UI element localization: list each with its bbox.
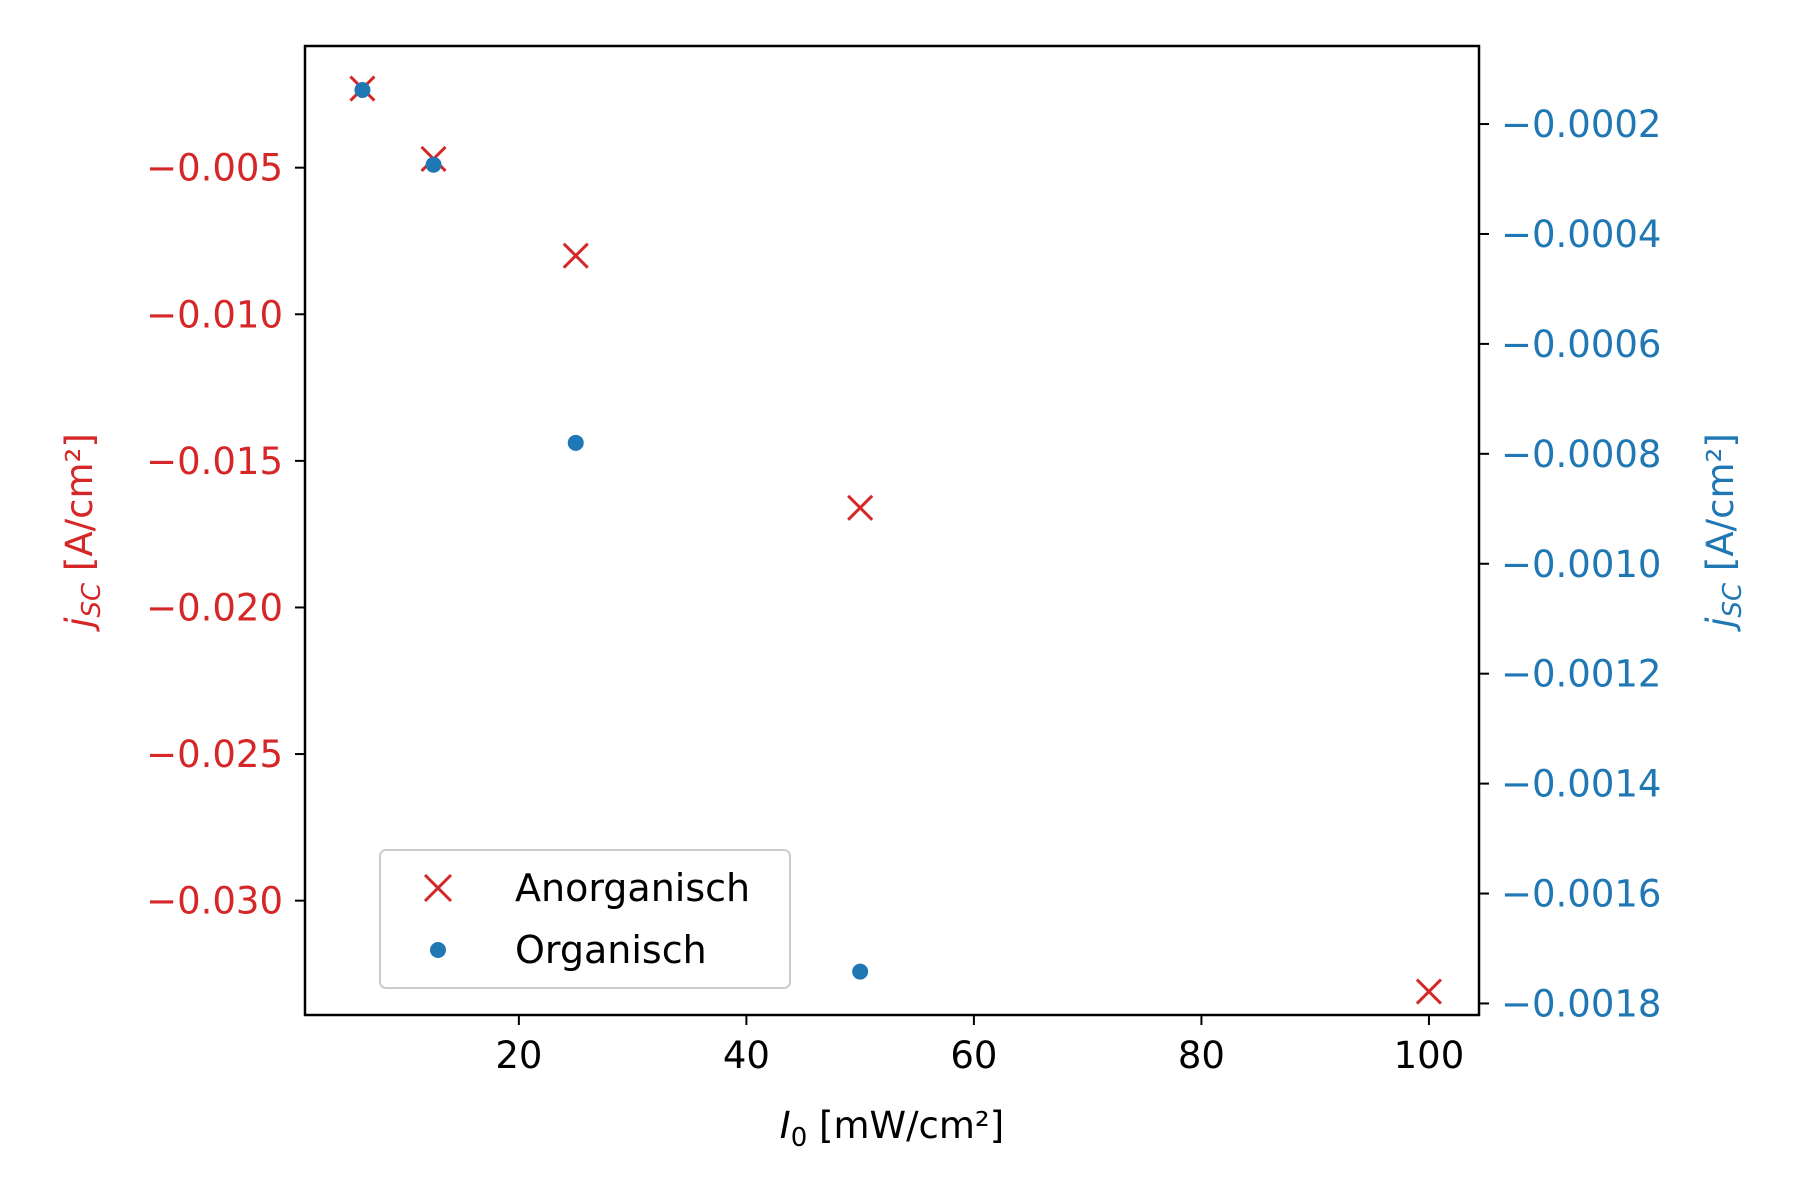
right-y-tick-label: −0.0002 bbox=[1501, 103, 1661, 146]
right-y-axis-label: jSC [A/cm²] bbox=[1699, 433, 1748, 633]
organisch-point bbox=[852, 963, 869, 980]
organisch-point bbox=[425, 156, 442, 173]
left-y-tick-label: −0.020 bbox=[146, 586, 283, 629]
left-y-tick-label: −0.010 bbox=[146, 293, 283, 336]
organisch-point bbox=[567, 434, 584, 451]
right-y-tick-label: −0.0012 bbox=[1501, 653, 1661, 696]
left-y-tick-label: −0.005 bbox=[146, 147, 283, 190]
anorganisch-point bbox=[847, 494, 874, 521]
right-y-axis-label-var: j bbox=[1699, 617, 1742, 633]
legend-marker-anorganisch bbox=[423, 873, 453, 903]
right-y-axis-label-sub: SC bbox=[1718, 582, 1748, 618]
plot-spines bbox=[303, 44, 1481, 1017]
left-y-axis-label: jSC [A/cm²] bbox=[58, 433, 107, 633]
plot-area bbox=[349, 75, 1443, 1005]
legend-marker-organisch bbox=[430, 942, 446, 958]
left-y-axis-label-sub: SC bbox=[77, 582, 107, 618]
right-y-tick-label: −0.0010 bbox=[1501, 543, 1661, 586]
organisch-point bbox=[354, 81, 371, 98]
x-tick-label: 80 bbox=[1178, 1034, 1225, 1077]
right-y-tick-label: −0.0008 bbox=[1501, 433, 1661, 476]
x-tick-label: 100 bbox=[1394, 1034, 1465, 1077]
anorganisch-point bbox=[562, 242, 589, 269]
left-y-tick-label: −0.025 bbox=[146, 733, 283, 776]
plot-frame bbox=[303, 44, 1481, 1017]
left-y-tick-label: −0.030 bbox=[146, 880, 283, 923]
x-tick-label: 60 bbox=[950, 1034, 997, 1077]
x-axis-label-unit: [mW/cm²] bbox=[807, 1104, 1004, 1147]
x-tick-label: 20 bbox=[495, 1034, 542, 1077]
legend-label-anorganisch: Anorganisch bbox=[515, 866, 750, 910]
anorganisch-point bbox=[1415, 978, 1443, 1005]
x-axis-label-sub: 0 bbox=[791, 1123, 808, 1153]
right-y-axis-label-unit: [A/cm²] bbox=[1699, 433, 1742, 583]
legend-box bbox=[379, 849, 791, 989]
legend: Anorganisch Organisch bbox=[379, 849, 791, 989]
axis-ticks: 20 40 60 80 100 −0.005 −0.010 −0.015 −0.020 −0.02… bbox=[146, 103, 1661, 1077]
x-axis-label: I0 [mW/cm²] bbox=[780, 1104, 1004, 1153]
right-y-tick-label: −0.0016 bbox=[1501, 873, 1661, 916]
right-y-tick-label: −0.0018 bbox=[1501, 982, 1661, 1025]
x-tick-label: 40 bbox=[723, 1034, 770, 1077]
right-y-tick-label: −0.0004 bbox=[1501, 213, 1661, 256]
right-y-tick-label: −0.0014 bbox=[1501, 763, 1661, 806]
left-y-axis-label-unit: [A/cm²] bbox=[58, 433, 101, 583]
right-y-tick-label: −0.0006 bbox=[1501, 323, 1661, 366]
left-y-tick-label: −0.015 bbox=[146, 440, 283, 483]
legend-label-organisch: Organisch bbox=[515, 928, 707, 972]
left-y-axis-label-var: j bbox=[58, 617, 101, 633]
x-axis-label-var: I bbox=[780, 1104, 791, 1147]
